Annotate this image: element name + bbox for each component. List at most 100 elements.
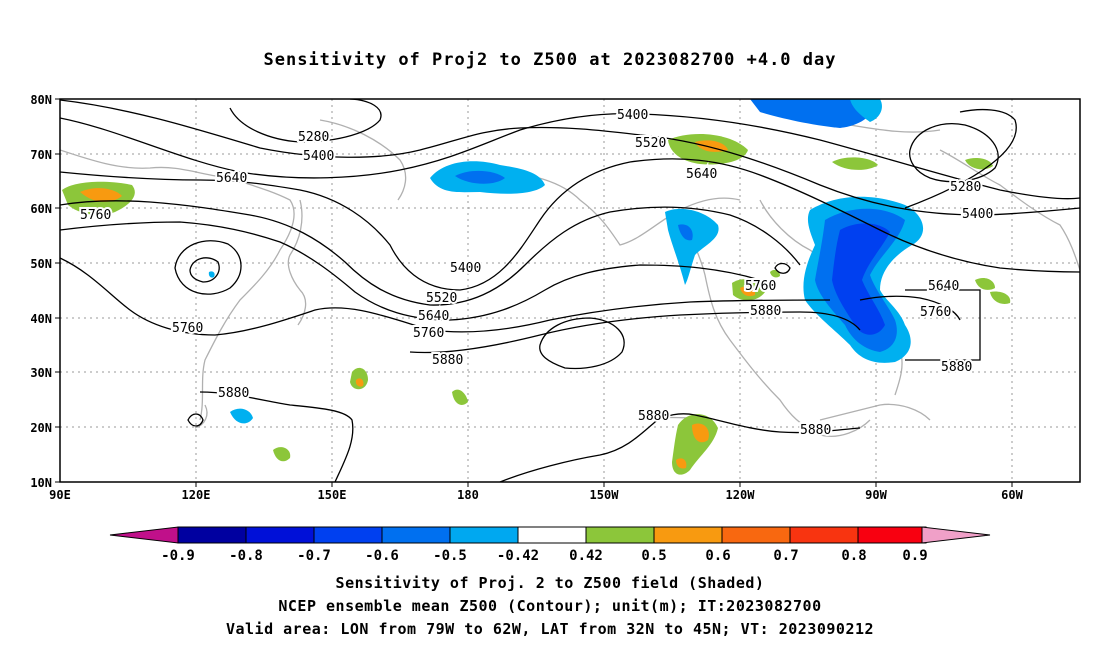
negative-area-alaska-core [678,224,693,241]
lat-label: 80N [30,93,52,107]
latitude-axis: 80N 70N 60N 50N 40N 30N 20N 10N [30,93,52,490]
positive-area-date-line [452,389,468,405]
positive-area-atlantic2 [990,291,1011,304]
colorbar-box [449,526,519,544]
lon-label: 120W [726,488,756,502]
caption-shaded: Sensitivity of Proj. 2 to Z500 field (Sh… [335,574,765,592]
colorbar-label: 0.9 [902,548,927,564]
contour-label: 5760 [413,326,444,341]
contour-labels: 5400 5280 5400 5520 5640 5640 5760 5400 … [78,106,995,440]
colorbar-label: 0.6 [705,548,730,564]
contour-label: 5880 [638,409,669,424]
negative-sensitivity-areas [208,99,924,424]
contour-label: 5880 [800,423,831,438]
z500-contours [60,99,1080,482]
positive-area-west-pacific-core [355,378,364,387]
colorbar-label: -0.42 [497,548,539,564]
colorbar-low-extend [109,526,179,544]
contour-label: 5400 [303,149,334,164]
colorbar-box [177,526,247,544]
caption-valid-area: Valid area: LON from 79W to 62W, LAT fro… [225,620,875,638]
positive-area-hawaii-east-core2 [676,458,687,469]
contour-label: 5760 [80,208,111,223]
colorbar-box [245,526,315,544]
lat-label: 30N [30,366,52,380]
colorbar-box [585,526,655,544]
negative-area-alaska [665,208,719,285]
grid-lines [60,99,1080,482]
colorbar-box [653,526,723,544]
colorbar-labels: -0.9 -0.8 -0.7 -0.6 -0.5 -0.42 0.42 0.5 … [161,548,928,564]
caption-contour: NCEP ensemble mean Z500 (Contour); unit(… [278,597,822,615]
negative-area-north-pacific-core [455,170,505,184]
colorbar-label: 0.42 [569,548,603,564]
lat-label: 50N [30,257,52,271]
contour-label: 5520 [635,136,666,151]
longitude-axis: 90E 120E 150E 180 150W 120W 90W 60W [49,488,1023,502]
negative-area-arctic [750,99,874,128]
lon-label: 90W [865,488,887,502]
contour-label: 5880 [218,386,249,401]
contour-label: 5400 [617,108,648,123]
colorbar-label: -0.9 [161,548,195,564]
lat-label: 10N [30,476,52,490]
colorbar-box [381,526,451,544]
lat-label: 20N [30,421,52,435]
lat-label: 70N [30,148,52,162]
positive-area-central-asia-core [80,188,122,202]
lon-label: 90E [49,488,71,502]
lon-label: 180 [457,488,479,502]
contour-label: 5760 [920,305,951,320]
colorbar-label: -0.5 [433,548,467,564]
positive-area-nw-canada [832,157,878,170]
colorbar-label: 0.7 [773,548,798,564]
positive-area-pacific-coast-core [740,286,756,297]
contour-label: 5760 [745,279,776,294]
contour-label: 5280 [950,180,981,195]
contour-label: 5400 [450,261,481,276]
colorbar-box [789,526,859,544]
negative-area-north-america-core [832,223,890,335]
positive-sensitivity-areas [62,134,1011,475]
positive-area-atlantic [975,277,995,290]
contour-label: 5400 [962,207,993,222]
colorbar-label: 0.5 [641,548,666,564]
contour-label: 5640 [928,279,959,294]
negative-area-west-pacific [230,408,253,424]
contour-label: 5640 [216,171,247,186]
colorbar: -0.9 -0.8 -0.7 -0.6 -0.5 -0.42 0.42 0.5 … [109,526,991,564]
contour-label: 5520 [426,291,457,306]
colorbar-label: -0.6 [365,548,399,564]
contour-label: 5760 [172,321,203,336]
colorbar-box [857,526,927,544]
colorbar-label: -0.8 [229,548,263,564]
positive-area-greenland [965,158,993,170]
negative-area-asia-dot [208,271,215,278]
lon-label: 150W [590,488,620,502]
positive-area-hawaii-east-core [692,423,709,443]
contour-label: 5640 [686,167,717,182]
negative-area-arctic-edge [850,99,882,122]
lon-label: 120E [182,488,211,502]
map-frame [59,98,1081,483]
contour-label: 5880 [432,353,463,368]
lon-label: 150E [318,488,347,502]
colorbar-boxes [177,526,927,544]
positive-area-philippine-sea [273,447,291,462]
colorbar-box [721,526,791,544]
lat-label: 60N [30,202,52,216]
contour-label: 5880 [750,304,781,319]
contour-label: 5280 [298,130,329,145]
lat-ticks [55,98,60,483]
colorbar-high-extend [921,526,991,544]
colorbar-label: 0.8 [841,548,866,564]
contour-label: 5880 [941,360,972,375]
lon-label: 60W [1001,488,1023,502]
chart-title: Sensitivity of Proj2 to Z500 at 20230827… [263,50,837,70]
colorbar-box [313,526,383,544]
colorbar-label: -0.7 [297,548,331,564]
contour-label: 5640 [418,309,449,324]
lon-ticks [195,482,1013,487]
lat-label: 40N [30,312,52,326]
